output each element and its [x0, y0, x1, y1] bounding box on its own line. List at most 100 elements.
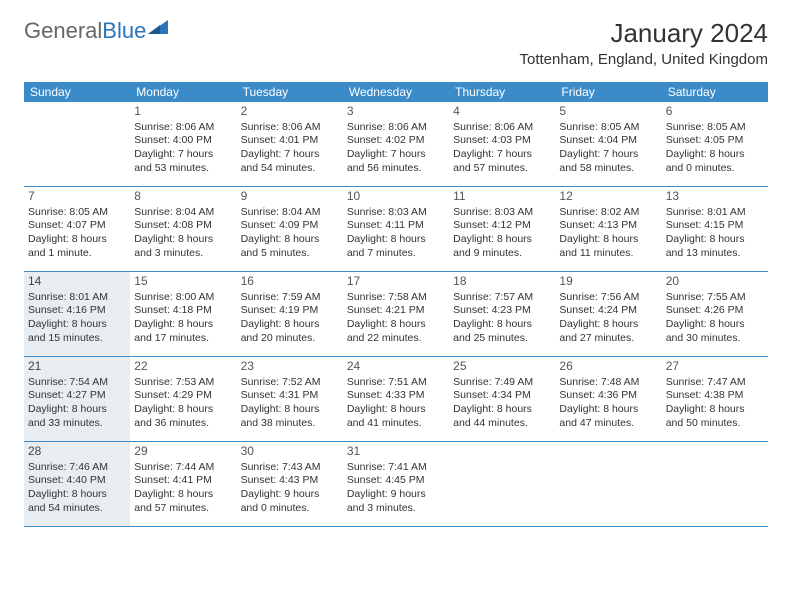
weekday-header: Friday [555, 82, 661, 102]
calendar-day: 2Sunrise: 8:06 AMSunset: 4:01 PMDaylight… [237, 102, 343, 186]
sunrise-text: Sunrise: 8:03 AM [453, 206, 551, 220]
calendar-day [24, 102, 130, 186]
daylight-text: Daylight: 8 hours and 33 minutes. [28, 403, 126, 430]
calendar-day: 12Sunrise: 8:02 AMSunset: 4:13 PMDayligh… [555, 187, 661, 271]
sunrise-text: Sunrise: 7:43 AM [241, 461, 339, 475]
daylight-text: Daylight: 7 hours and 56 minutes. [347, 148, 445, 175]
calendar-day: 10Sunrise: 8:03 AMSunset: 4:11 PMDayligh… [343, 187, 449, 271]
day-number: 28 [28, 444, 126, 460]
weekday-header: Wednesday [343, 82, 449, 102]
calendar-week: 28Sunrise: 7:46 AMSunset: 4:40 PMDayligh… [24, 442, 768, 527]
page-header: GeneralBlue January 2024 Tottenham, Engl… [0, 0, 792, 74]
day-number: 6 [666, 104, 764, 120]
calendar-day: 7Sunrise: 8:05 AMSunset: 4:07 PMDaylight… [24, 187, 130, 271]
sunset-text: Sunset: 4:05 PM [666, 134, 764, 148]
daylight-text: Daylight: 7 hours and 54 minutes. [241, 148, 339, 175]
calendar-day: 27Sunrise: 7:47 AMSunset: 4:38 PMDayligh… [662, 357, 768, 441]
day-number: 23 [241, 359, 339, 375]
sunset-text: Sunset: 4:27 PM [28, 389, 126, 403]
daylight-text: Daylight: 8 hours and 30 minutes. [666, 318, 764, 345]
sunset-text: Sunset: 4:15 PM [666, 219, 764, 233]
sunrise-text: Sunrise: 7:44 AM [134, 461, 232, 475]
sunrise-text: Sunrise: 7:47 AM [666, 376, 764, 390]
day-number: 7 [28, 189, 126, 205]
day-number: 20 [666, 274, 764, 290]
daylight-text: Daylight: 8 hours and 7 minutes. [347, 233, 445, 260]
daylight-text: Daylight: 8 hours and 3 minutes. [134, 233, 232, 260]
sunrise-text: Sunrise: 8:01 AM [666, 206, 764, 220]
sunrise-text: Sunrise: 8:02 AM [559, 206, 657, 220]
month-title: January 2024 [520, 18, 769, 49]
calendar-day: 24Sunrise: 7:51 AMSunset: 4:33 PMDayligh… [343, 357, 449, 441]
weekday-header: Monday [130, 82, 236, 102]
daylight-text: Daylight: 7 hours and 57 minutes. [453, 148, 551, 175]
sunrise-text: Sunrise: 8:06 AM [347, 121, 445, 135]
sunset-text: Sunset: 4:34 PM [453, 389, 551, 403]
sunrise-text: Sunrise: 7:53 AM [134, 376, 232, 390]
location-subtitle: Tottenham, England, United Kingdom [520, 51, 769, 68]
day-number: 26 [559, 359, 657, 375]
sunset-text: Sunset: 4:13 PM [559, 219, 657, 233]
daylight-text: Daylight: 8 hours and 15 minutes. [28, 318, 126, 345]
calendar-day: 11Sunrise: 8:03 AMSunset: 4:12 PMDayligh… [449, 187, 555, 271]
daylight-text: Daylight: 8 hours and 20 minutes. [241, 318, 339, 345]
day-number: 10 [347, 189, 445, 205]
calendar-day: 17Sunrise: 7:58 AMSunset: 4:21 PMDayligh… [343, 272, 449, 356]
sunset-text: Sunset: 4:08 PM [134, 219, 232, 233]
day-number: 19 [559, 274, 657, 290]
logo-triangle-icon [148, 20, 168, 34]
sunset-text: Sunset: 4:26 PM [666, 304, 764, 318]
calendar-day: 31Sunrise: 7:41 AMSunset: 4:45 PMDayligh… [343, 442, 449, 526]
calendar-day: 21Sunrise: 7:54 AMSunset: 4:27 PMDayligh… [24, 357, 130, 441]
sunrise-text: Sunrise: 8:03 AM [347, 206, 445, 220]
day-number: 29 [134, 444, 232, 460]
day-number: 16 [241, 274, 339, 290]
daylight-text: Daylight: 8 hours and 57 minutes. [134, 488, 232, 515]
calendar-day: 20Sunrise: 7:55 AMSunset: 4:26 PMDayligh… [662, 272, 768, 356]
daylight-text: Daylight: 8 hours and 1 minute. [28, 233, 126, 260]
daylight-text: Daylight: 8 hours and 0 minutes. [666, 148, 764, 175]
sunrise-text: Sunrise: 7:54 AM [28, 376, 126, 390]
daylight-text: Daylight: 8 hours and 17 minutes. [134, 318, 232, 345]
sunset-text: Sunset: 4:00 PM [134, 134, 232, 148]
sunset-text: Sunset: 4:33 PM [347, 389, 445, 403]
calendar-day: 4Sunrise: 8:06 AMSunset: 4:03 PMDaylight… [449, 102, 555, 186]
calendar-day [662, 442, 768, 526]
calendar-day: 28Sunrise: 7:46 AMSunset: 4:40 PMDayligh… [24, 442, 130, 526]
daylight-text: Daylight: 8 hours and 54 minutes. [28, 488, 126, 515]
day-number: 22 [134, 359, 232, 375]
sunset-text: Sunset: 4:40 PM [28, 474, 126, 488]
daylight-text: Daylight: 8 hours and 11 minutes. [559, 233, 657, 260]
calendar-day: 6Sunrise: 8:05 AMSunset: 4:05 PMDaylight… [662, 102, 768, 186]
daylight-text: Daylight: 7 hours and 53 minutes. [134, 148, 232, 175]
calendar-day: 26Sunrise: 7:48 AMSunset: 4:36 PMDayligh… [555, 357, 661, 441]
sunset-text: Sunset: 4:41 PM [134, 474, 232, 488]
sunset-text: Sunset: 4:29 PM [134, 389, 232, 403]
daylight-text: Daylight: 8 hours and 47 minutes. [559, 403, 657, 430]
daylight-text: Daylight: 9 hours and 0 minutes. [241, 488, 339, 515]
calendar-day: 29Sunrise: 7:44 AMSunset: 4:41 PMDayligh… [130, 442, 236, 526]
daylight-text: Daylight: 8 hours and 13 minutes. [666, 233, 764, 260]
daylight-text: Daylight: 8 hours and 50 minutes. [666, 403, 764, 430]
calendar-day: 5Sunrise: 8:05 AMSunset: 4:04 PMDaylight… [555, 102, 661, 186]
sunset-text: Sunset: 4:45 PM [347, 474, 445, 488]
logo-text-blue: Blue [102, 18, 146, 44]
calendar-day: 8Sunrise: 8:04 AMSunset: 4:08 PMDaylight… [130, 187, 236, 271]
day-number: 13 [666, 189, 764, 205]
calendar-week: 7Sunrise: 8:05 AMSunset: 4:07 PMDaylight… [24, 187, 768, 272]
daylight-text: Daylight: 8 hours and 9 minutes. [453, 233, 551, 260]
day-number: 31 [347, 444, 445, 460]
sunrise-text: Sunrise: 7:52 AM [241, 376, 339, 390]
sunrise-text: Sunrise: 8:00 AM [134, 291, 232, 305]
logo: GeneralBlue [24, 18, 168, 44]
weekday-header: Tuesday [237, 82, 343, 102]
calendar-day: 30Sunrise: 7:43 AMSunset: 4:43 PMDayligh… [237, 442, 343, 526]
day-number: 5 [559, 104, 657, 120]
sunset-text: Sunset: 4:18 PM [134, 304, 232, 318]
day-number: 18 [453, 274, 551, 290]
daylight-text: Daylight: 8 hours and 38 minutes. [241, 403, 339, 430]
sunset-text: Sunset: 4:16 PM [28, 304, 126, 318]
day-number: 4 [453, 104, 551, 120]
sunrise-text: Sunrise: 8:05 AM [666, 121, 764, 135]
day-number: 8 [134, 189, 232, 205]
